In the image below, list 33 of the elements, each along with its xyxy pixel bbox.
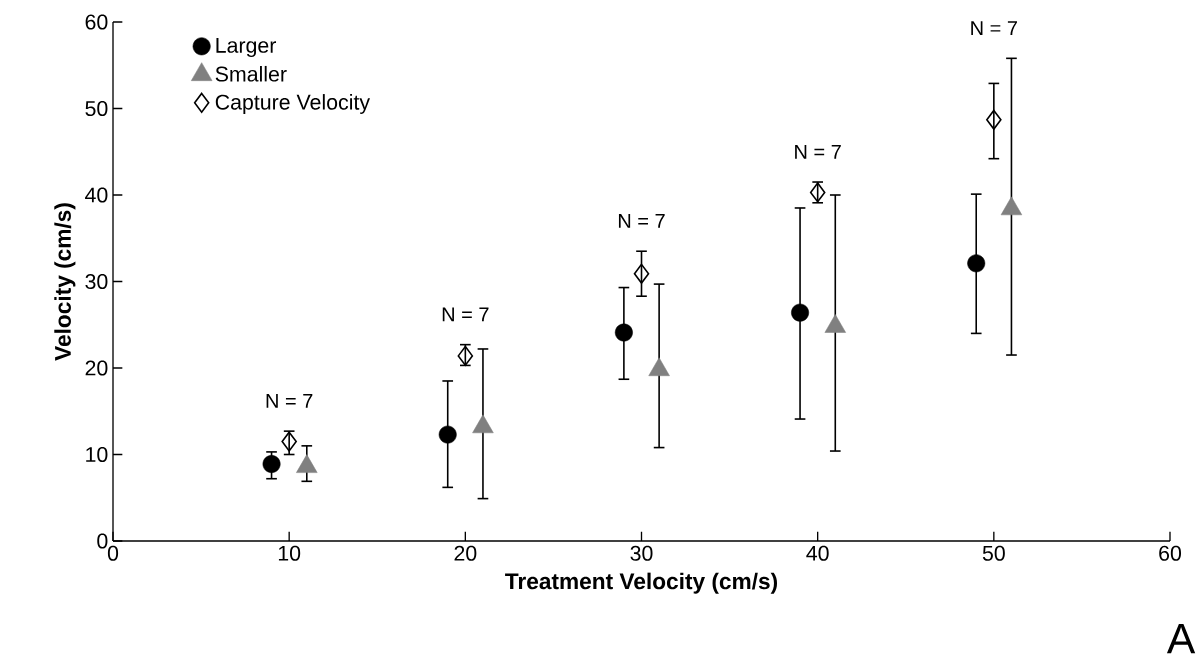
- point: [986, 109, 1002, 130]
- y-tick-label: 60: [85, 14, 108, 30]
- legend-label: Capture Velocity: [215, 94, 370, 114]
- x-tick-label: 10: [278, 545, 301, 561]
- y-tick-label: 20: [85, 360, 108, 376]
- point: [614, 323, 633, 342]
- y-tick-label: 50: [85, 100, 108, 117]
- annotation: N = 7: [795, 144, 841, 159]
- annotation: N = 7: [266, 394, 313, 408]
- x-tick-label: 30: [630, 545, 653, 561]
- y-tick-label: 10: [86, 446, 108, 463]
- x-tick-label: 50: [982, 545, 1005, 561]
- text: A: [1166, 623, 1196, 654]
- y-tick-label: 30: [85, 273, 108, 290]
- y-axis-title: Velocity (cm/s): [54, 203, 76, 361]
- y-tick-label: 0: [97, 533, 108, 549]
- y-tick-label: 40: [85, 187, 108, 203]
- legend-label: Smaller: [215, 65, 287, 82]
- x-tick-label: 60: [1159, 545, 1182, 561]
- x-tick-label: 0: [107, 545, 119, 561]
- annotation: N = 7: [442, 307, 489, 322]
- point: [262, 455, 281, 473]
- x-tick-label: 20: [454, 545, 477, 561]
- point: [967, 254, 986, 273]
- legend-label: Larger: [216, 37, 277, 58]
- point: [633, 263, 650, 284]
- point: [438, 425, 457, 444]
- x-tick-label: 40: [806, 545, 829, 561]
- x-axis-title: Treatment Velocity (cm/s): [505, 572, 778, 594]
- point: [791, 303, 809, 322]
- point: [281, 431, 297, 452]
- annotation: N = 7: [618, 214, 665, 228]
- annotation: N = 7: [971, 21, 1017, 35]
